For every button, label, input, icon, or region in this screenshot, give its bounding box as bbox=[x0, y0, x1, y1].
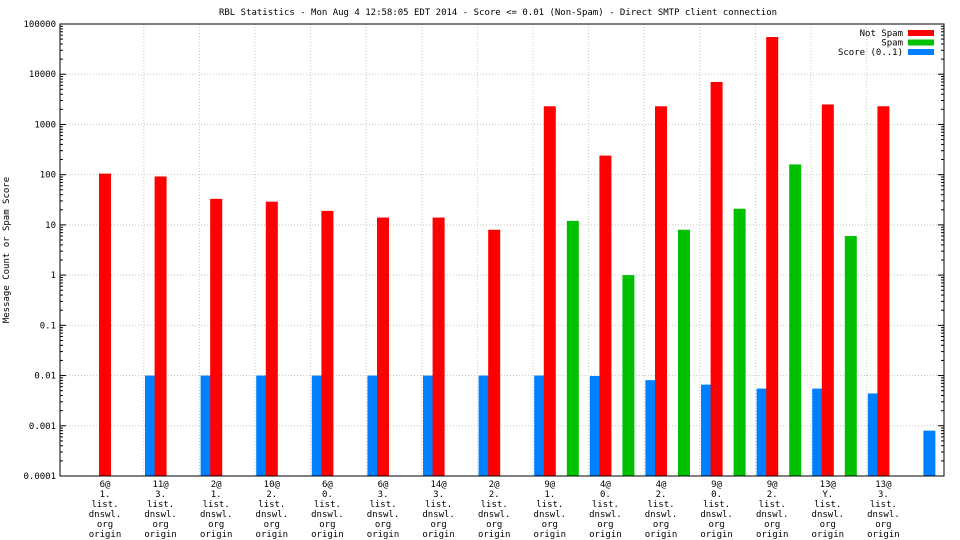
x-category-labels: 6@ 1. list. dnswl. org origin 11@ 3. list. dnswl.… bbox=[89, 480, 900, 540]
x-category-label: 14@ 3. list. dnswl. org origin bbox=[422, 480, 455, 540]
score-bar bbox=[311, 375, 324, 476]
y-axis-label: Message Count or Spam Score bbox=[2, 177, 12, 323]
score-bar bbox=[589, 375, 602, 476]
x-category-label: 10@ 2. list. dnswl. org origin bbox=[256, 480, 289, 540]
not-spam-bar bbox=[766, 37, 779, 477]
y-tick-label: 0.001 bbox=[29, 422, 56, 432]
y-tick-label: 0.0001 bbox=[23, 472, 56, 482]
score-bar bbox=[534, 375, 547, 476]
plot-frame bbox=[59, 23, 945, 477]
legend-swatch bbox=[908, 39, 934, 46]
x-category-label: 2@ 2. list. dnswl. org origin bbox=[478, 480, 511, 540]
not-spam-bar bbox=[877, 106, 890, 476]
bars bbox=[99, 37, 936, 477]
y-tick-label: 10000 bbox=[29, 70, 56, 80]
x-category-label: 4@ 2. list. dnswl. org origin bbox=[645, 480, 678, 540]
x-category-label: 11@ 3. list. dnswl. org origin bbox=[144, 480, 177, 540]
x-category-label: 6@ 1. list. dnswl. org origin bbox=[89, 480, 122, 540]
not-spam-bar bbox=[488, 229, 501, 476]
legend-label: Spam bbox=[881, 39, 903, 49]
legend-swatch bbox=[908, 30, 934, 36]
spam-bar bbox=[789, 164, 802, 476]
x-category-label: 13@ 3. list. dnswl. org origin bbox=[867, 480, 900, 540]
spam-bar bbox=[566, 220, 579, 476]
score-bar bbox=[200, 375, 213, 476]
not-spam-bar bbox=[99, 173, 111, 477]
not-spam-bar bbox=[821, 104, 834, 476]
score-bar bbox=[645, 380, 658, 476]
grid-lines bbox=[60, 24, 944, 476]
score-bar bbox=[256, 375, 269, 476]
score-bar bbox=[478, 375, 491, 476]
score-bar bbox=[367, 375, 380, 476]
spam-bar bbox=[844, 236, 857, 476]
x-category-label: 6@ 0. list. dnswl. org origin bbox=[311, 480, 344, 540]
score-bar bbox=[145, 375, 157, 476]
y-tick-label: 100 bbox=[40, 171, 56, 181]
score-bar bbox=[423, 375, 435, 476]
spam-bar bbox=[733, 208, 746, 477]
x-category-label: 13@ Y. list. dnswl. org origin bbox=[812, 480, 845, 540]
x-category-label: 9@ 1. list. dnswl. org origin bbox=[534, 480, 567, 540]
y-tick-label: 0.01 bbox=[34, 372, 56, 382]
y-tick-label: 0.1 bbox=[40, 321, 56, 331]
not-spam-bar bbox=[599, 155, 612, 477]
legend-label: Score (0..1) bbox=[838, 48, 903, 58]
not-spam-bar bbox=[432, 217, 445, 476]
x-category-label: 9@ 0. list. dnswl. org origin bbox=[700, 480, 733, 540]
not-spam-bar bbox=[321, 210, 334, 476]
x-category-label: 9@ 2. list. dnswl. org origin bbox=[756, 480, 789, 540]
score-bar bbox=[867, 393, 880, 476]
score-bar bbox=[756, 388, 769, 476]
not-spam-bar bbox=[710, 82, 723, 476]
score-bar bbox=[812, 388, 825, 476]
legend-swatch bbox=[908, 49, 934, 55]
y-tick-label: 100000 bbox=[23, 20, 56, 30]
not-spam-bar bbox=[210, 198, 223, 476]
score-bar bbox=[923, 430, 936, 476]
spam-bar bbox=[622, 275, 635, 476]
spam-bar bbox=[678, 229, 690, 476]
not-spam-bar bbox=[265, 201, 278, 476]
score-bar bbox=[701, 384, 713, 476]
not-spam-bar bbox=[154, 176, 167, 476]
not-spam-bar bbox=[655, 106, 667, 476]
chart-title: RBL Statistics - Mon Aug 4 12:58:05 EDT … bbox=[219, 8, 777, 18]
x-category-label: 2@ 1. list. dnswl. org origin bbox=[200, 480, 233, 540]
y-tick-label: 1000 bbox=[34, 120, 56, 130]
y-tick-label: 10 bbox=[45, 221, 56, 231]
y-tick-label: 1 bbox=[51, 271, 56, 281]
not-spam-bar bbox=[543, 106, 556, 476]
x-category-label: 6@ 3. list. dnswl. org origin bbox=[367, 480, 400, 540]
legend-label: Not Spam bbox=[860, 29, 903, 39]
not-spam-bar bbox=[377, 217, 389, 476]
x-category-label: 4@ 0. list. dnswl. org origin bbox=[589, 480, 622, 540]
